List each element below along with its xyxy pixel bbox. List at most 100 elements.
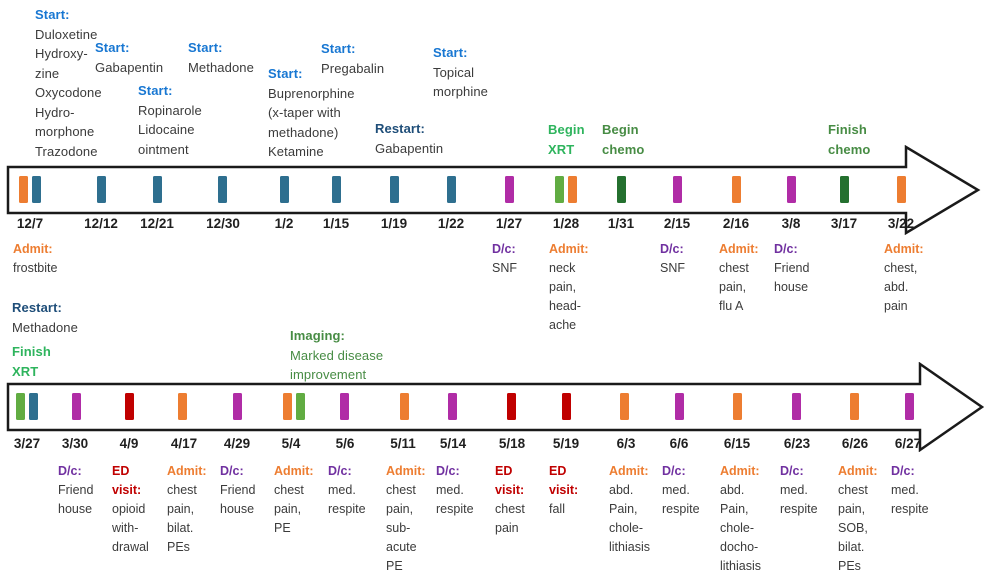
tick-bar	[97, 176, 106, 203]
event-annotation-line: flu A	[719, 299, 744, 313]
event-annotation-line: pain,	[838, 502, 866, 516]
event-note-line: Restart:	[12, 300, 62, 315]
event-note-line: Ropinarole	[138, 102, 202, 118]
event-annotation-line: house	[58, 502, 93, 516]
event-annotation-line: house	[774, 280, 809, 294]
event-note-line: Lidocaine	[138, 122, 195, 137]
event-annotation: D/c: med. respite	[780, 462, 818, 519]
event-annotation-line: drawal	[112, 540, 149, 554]
event-annotation-line: Admit:	[719, 242, 759, 256]
event-note: Finish XRT	[12, 342, 51, 381]
tick-bar	[787, 176, 796, 203]
date-label: 5/19	[552, 436, 580, 451]
event-annotation-line: chole-	[609, 521, 644, 535]
event-annotation-line: D/c:	[891, 464, 915, 478]
event-annotation: ED visit: chest pain	[495, 462, 525, 538]
event-note-line: Gabapentin	[95, 59, 164, 75]
event-annotation-line: Admit:	[274, 464, 314, 478]
event-annotation-line: SNF	[492, 261, 517, 275]
date-label: 2/16	[722, 216, 750, 231]
date-label: 3/30	[61, 436, 89, 451]
event-note-line: Begin	[548, 122, 585, 137]
event-note-line: Buprenorphine	[268, 85, 355, 101]
event-annotation: D/c: Friend house	[58, 462, 93, 519]
event-annotation: D/c: Friend house	[220, 462, 255, 519]
date-label: 5/11	[390, 436, 416, 451]
date-label: 5/6	[335, 436, 355, 451]
event-note-line: zine	[35, 65, 60, 81]
event-annotation: Admit: chest pain, PE	[274, 462, 314, 538]
event-annotation-line: respite	[662, 502, 700, 516]
event-note-line: chemo	[828, 141, 871, 157]
tick-bar	[562, 393, 571, 420]
tick-bar	[733, 393, 742, 420]
event-annotation-line: ED	[112, 464, 130, 478]
tick-bar	[792, 393, 801, 420]
event-annotation-line: abd.	[884, 280, 909, 294]
tick-bar	[125, 393, 134, 420]
tick-bar	[447, 176, 456, 203]
event-note: Imaging: Marked disease improvement	[290, 326, 383, 385]
event-annotation-line: respite	[436, 502, 474, 516]
event-note-line: improvement	[290, 367, 367, 382]
event-annotation-line: house	[220, 502, 255, 516]
event-annotation-line: pain,	[386, 502, 414, 516]
event-annotation-line: lithiasis	[720, 559, 761, 573]
event-annotation: ED visit: fall	[549, 462, 578, 519]
event-note-line: ointment	[138, 141, 189, 157]
date-label: 6/15	[723, 436, 751, 451]
event-note-line: Imaging:	[290, 328, 345, 343]
event-annotation-line: opioid	[112, 502, 146, 516]
event-annotation: Admit: chest pain, flu A	[719, 240, 759, 316]
event-annotation-line: chest	[167, 483, 197, 497]
date-label: 12/12	[84, 216, 118, 231]
event-note-line: Begin	[602, 122, 639, 137]
date-label: 6/27	[894, 436, 922, 451]
tick-bar	[280, 176, 289, 203]
event-annotation: Admit: chest pain, sub-acute PE	[386, 462, 426, 575]
event-annotation-line: abd.	[720, 483, 745, 497]
tick-bar	[897, 176, 906, 203]
event-annotation-line: med.	[436, 483, 464, 497]
tick-bar	[218, 176, 227, 203]
tick-bar	[400, 393, 409, 420]
event-note: Start: Duloxetine Hydroxy-zine Oxycodone Hyd…	[35, 5, 102, 161]
date-label: 5/4	[281, 436, 301, 451]
event-annotation-line: respite	[780, 502, 818, 516]
date-label: 6/6	[669, 436, 689, 451]
event-note: Restart: Methadone	[12, 298, 78, 337]
event-note-line: XRT	[548, 141, 575, 157]
event-annotation-line: pain,	[719, 280, 747, 294]
date-label: 12/21	[140, 216, 174, 231]
event-annotation-line: lithiasis	[609, 540, 650, 554]
event-annotation-line: D/c:	[328, 464, 352, 478]
event-annotation-line: Friend	[58, 483, 94, 497]
event-annotation: Admit: frostbite	[13, 240, 57, 278]
date-label: 2/15	[663, 216, 691, 231]
event-annotation: D/c: SNF	[492, 240, 517, 278]
event-annotation: Admit: abd. Pain, chole-docho-lithiasis	[720, 462, 761, 575]
event-annotation-line: Friend	[774, 261, 810, 275]
event-annotation-line: frostbite	[13, 261, 58, 275]
event-annotation-line: Admit:	[549, 242, 589, 256]
event-note-line: Oxycodone	[35, 85, 102, 100]
event-note: Start: Buprenorphine (x-taper with methadon…	[268, 64, 355, 162]
tick-bar	[850, 393, 859, 420]
event-annotation-line: Admit:	[884, 242, 924, 256]
event-annotation-line: D/c:	[662, 464, 686, 478]
event-annotation-line: respite	[328, 502, 366, 516]
date-label: 3/27	[13, 436, 41, 451]
tick-bar	[19, 176, 28, 203]
event-annotation-line: PE	[386, 559, 403, 573]
event-annotation-line: ED	[549, 464, 567, 478]
tick-bar	[332, 176, 341, 203]
event-note-line: Topical	[433, 64, 475, 80]
event-annotation-line: D/c:	[780, 464, 804, 478]
event-note-line: Marked disease	[290, 347, 384, 363]
date-label: 12/7	[16, 216, 44, 231]
tick-bar	[153, 176, 162, 203]
event-annotation-line: chest	[719, 261, 749, 275]
event-note: Finish chemo	[828, 120, 870, 159]
